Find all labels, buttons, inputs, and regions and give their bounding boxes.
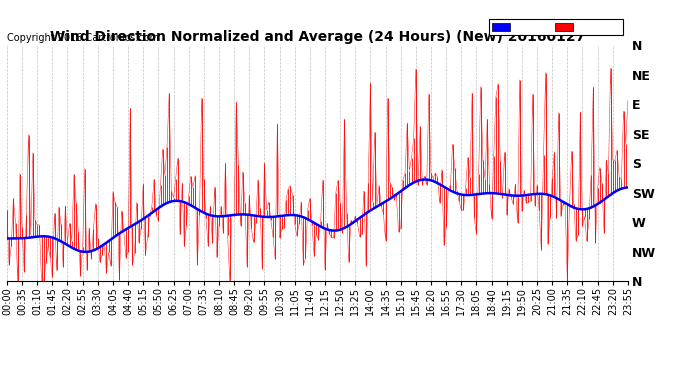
- Legend: Average, Direction: Average, Direction: [489, 19, 623, 35]
- Title: Wind Direction Normalized and Average (24 Hours) (New) 20160127: Wind Direction Normalized and Average (2…: [50, 30, 585, 44]
- Text: Copyright 2016 Cartronics.com: Copyright 2016 Cartronics.com: [7, 33, 159, 43]
